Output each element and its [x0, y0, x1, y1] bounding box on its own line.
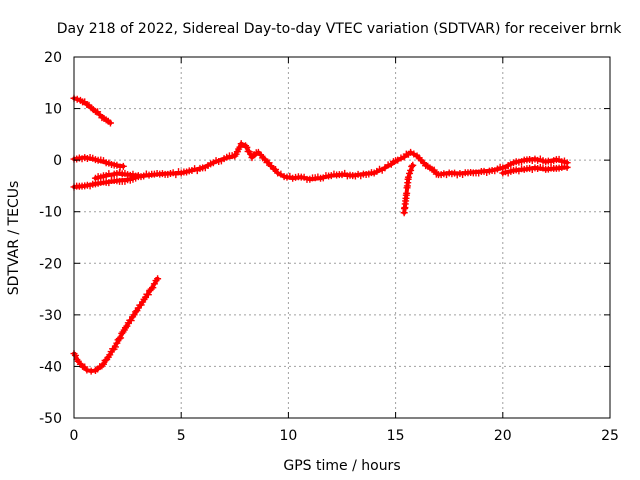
data-point — [71, 351, 79, 359]
y-tick-label: 20 — [44, 50, 62, 66]
series-segment-b — [70, 275, 162, 375]
data-point — [408, 162, 416, 170]
data-point — [131, 308, 139, 316]
data-point — [242, 142, 250, 150]
data-point — [119, 162, 127, 170]
data-point — [247, 150, 255, 158]
x-tick-label: 20 — [494, 428, 512, 444]
grid — [74, 57, 610, 418]
y-tick-label: 10 — [44, 102, 62, 118]
x-tick-label: 25 — [601, 428, 619, 444]
data-point — [106, 119, 114, 127]
data-point — [149, 284, 157, 292]
y-tick-label: 0 — [53, 153, 62, 169]
data-point — [113, 339, 121, 347]
data-point — [236, 143, 244, 151]
x-tick-label: 10 — [279, 428, 297, 444]
series-segment-f — [499, 162, 571, 177]
data-point — [83, 366, 91, 374]
series-group — [70, 94, 571, 375]
data-point — [147, 285, 155, 293]
y-tick-label: -40 — [39, 359, 62, 375]
x-tick-label: 15 — [387, 428, 405, 444]
data-point — [127, 317, 135, 325]
data-point — [121, 324, 129, 332]
data-point — [111, 343, 119, 351]
data-point — [407, 166, 415, 174]
chart-title: Day 218 of 2022, Sidereal Day-to-day VTE… — [57, 21, 622, 37]
axis-ticks: 0 5 10 15 20 25 -50 -40 -30 -20 -10 0 10 20 — [39, 50, 619, 444]
x-tick-label: 5 — [177, 428, 186, 444]
data-point — [123, 322, 131, 330]
data-point — [237, 140, 245, 148]
data-point — [407, 148, 415, 156]
data-point — [134, 172, 142, 180]
data-point — [101, 357, 109, 365]
y-tick-label: -10 — [39, 205, 62, 221]
y-axis-label: SDTVAR / TECUs — [6, 181, 22, 296]
data-point — [381, 164, 389, 172]
data-point — [73, 95, 81, 103]
series-segment-c — [70, 154, 127, 171]
plot-frame — [73, 56, 611, 419]
data-point — [397, 154, 405, 162]
data-point — [404, 173, 412, 181]
series-trace — [72, 276, 160, 374]
y-tick-label: -20 — [39, 256, 62, 272]
series-segment-e — [91, 168, 142, 182]
series-segment-d — [70, 140, 571, 191]
data-point — [154, 275, 162, 283]
y-tick-label: -30 — [39, 308, 62, 324]
series-segment-a — [70, 94, 114, 127]
data-point — [99, 360, 107, 368]
series-segment-g — [400, 161, 417, 217]
data-point — [243, 143, 251, 151]
data-point — [150, 280, 158, 288]
x-tick-label: 0 — [70, 428, 79, 444]
data-point — [117, 334, 125, 342]
data-point — [563, 163, 571, 171]
data-point — [106, 351, 114, 359]
data-point — [430, 166, 438, 174]
x-axis-label: GPS time / hours — [283, 458, 400, 474]
data-point — [144, 291, 152, 299]
y-tick-label: -50 — [39, 411, 62, 427]
data-point — [409, 161, 417, 169]
data-point — [272, 165, 280, 173]
data-point — [274, 169, 282, 177]
